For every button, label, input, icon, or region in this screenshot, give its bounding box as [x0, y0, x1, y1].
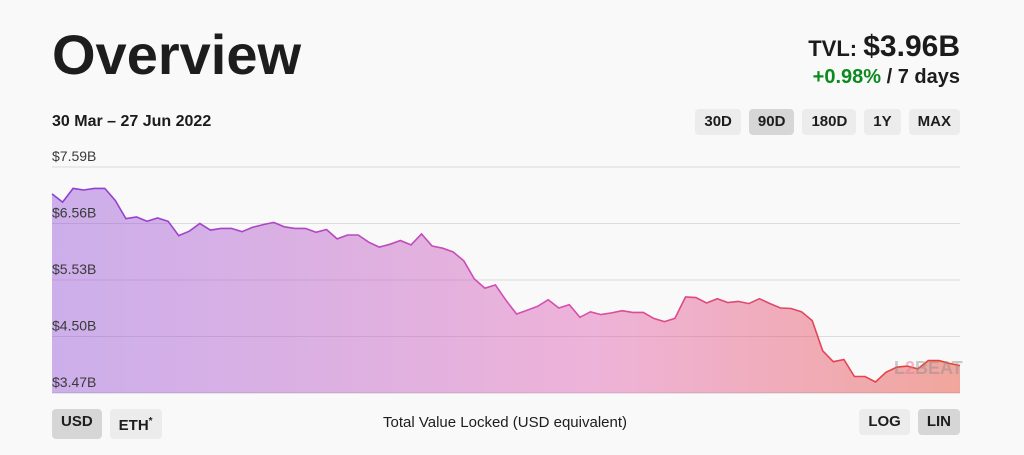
y-tick-label: $7.59B — [52, 148, 96, 164]
date-range: 30 Mar – 27 Jun 2022 — [52, 113, 212, 130]
range-button-1y[interactable]: 1Y — [864, 109, 901, 135]
tvl-line — [51, 187, 961, 383]
chart-caption: Total Value Locked (USD equivalent) — [382, 414, 628, 431]
tvl-summary: TVL: $3.96B +0.98% / 7 days — [808, 30, 960, 89]
usd-button[interactable]: USD — [52, 409, 102, 439]
range-button-30d[interactable]: 30D — [695, 109, 741, 135]
range-selector: 30D 90D 180D 1Y MAX — [695, 109, 960, 135]
tvl-chart: $7.59B $6.56B $5.53B $4.50B $3.47B — [51, 148, 961, 394]
range-button-90d[interactable]: 90D — [748, 109, 795, 135]
l2beat-watermark: L2BEAT — [894, 358, 963, 378]
scale-selector: LOG LIN — [859, 409, 960, 435]
y-tick-label: $6.56B — [52, 205, 96, 221]
page-title: Overview — [52, 23, 302, 86]
tvl-label: TVL: — [808, 36, 858, 61]
eth-footnote-mark: * — [148, 416, 153, 427]
tvl-change-percent: +0.98% — [812, 66, 882, 88]
log-scale-button[interactable]: LOG — [859, 409, 910, 435]
y-tick-label: $3.47B — [52, 374, 96, 390]
tvl-change-period: / 7 days — [886, 66, 960, 88]
range-button-180d[interactable]: 180D — [802, 109, 857, 135]
y-tick-label: $5.53B — [52, 261, 96, 277]
y-tick-label: $4.50B — [52, 318, 96, 334]
tvl-value: $3.96B — [863, 30, 960, 63]
tvl-area — [52, 188, 960, 393]
eth-button[interactable]: ETH* — [109, 409, 162, 439]
lin-scale-button[interactable]: LIN — [917, 409, 960, 435]
range-button-max[interactable]: MAX — [908, 109, 960, 135]
currency-selector: USD ETH* — [52, 409, 162, 439]
